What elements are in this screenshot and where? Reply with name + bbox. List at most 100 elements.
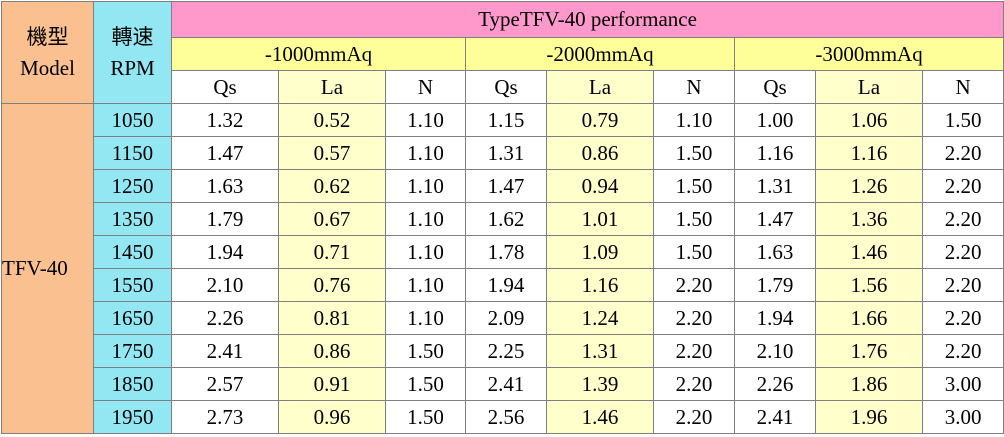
- table-row: 1850 2.57 0.91 1.50 2.41 1.39 2.20 2.26 1.86 3.00: [2, 367, 1004, 401]
- table-row: 1750 2.41 0.86 1.50 2.25 1.31 2.20 2.10 1.76 2.20: [2, 334, 1004, 368]
- title-row: 機型 Model 轉速 RPM TypeTFV-40 performance: [1, 1, 1004, 104]
- qs-value-cell: 2.73: [171, 400, 279, 434]
- qs-value-cell: 2.41: [465, 367, 547, 401]
- n-value-cell: 1.50: [653, 235, 735, 269]
- qs-value-cell: 2.09: [465, 301, 547, 335]
- qs-value-cell: 1.31: [465, 136, 547, 170]
- la-value-cell: 1.26: [815, 169, 923, 203]
- la-value-cell: 1.86: [815, 367, 923, 401]
- rpm-cell: 1450: [93, 235, 172, 269]
- rpm-cell: 1750: [93, 334, 172, 368]
- la-value-cell: 0.96: [278, 400, 386, 434]
- qs-value-cell: 2.26: [171, 301, 279, 335]
- column-header-qs: Qs: [734, 70, 816, 104]
- la-value-cell: 0.86: [278, 334, 386, 368]
- qs-value-cell: 1.15: [465, 103, 547, 137]
- la-value-cell: 0.81: [278, 301, 386, 335]
- la-value-cell: 1.46: [546, 400, 654, 434]
- qs-value-cell: 1.94: [465, 268, 547, 302]
- n-value-cell: 2.20: [653, 400, 735, 434]
- n-value-cell: 3.00: [921, 400, 1004, 434]
- qs-value-cell: 2.56: [465, 400, 547, 434]
- la-value-cell: 0.52: [278, 103, 386, 137]
- la-value-cell: 0.71: [278, 235, 386, 269]
- pressure-group-2000: -2000mmAq: [465, 37, 735, 71]
- qs-value-cell: 1.94: [171, 235, 279, 269]
- qs-value-cell: 1.78: [465, 235, 547, 269]
- column-header-qs: Qs: [465, 70, 547, 104]
- table-row: 1950 2.73 0.96 1.50 2.56 1.46 2.20 2.41 1.96 3.00: [2, 400, 1004, 434]
- qs-value-cell: 1.63: [171, 169, 279, 203]
- qs-value-cell: 1.79: [171, 202, 279, 236]
- rpm-cell: 1350: [93, 202, 172, 236]
- rpm-cell: 1150: [93, 136, 172, 170]
- column-header-n: N: [385, 70, 466, 104]
- n-value-cell: 2.20: [653, 334, 735, 368]
- n-value-cell: 1.50: [653, 136, 735, 170]
- rpm-cell: 1850: [93, 367, 172, 401]
- la-value-cell: 1.76: [815, 334, 923, 368]
- model-name-cell: TFV-40: [1, 103, 94, 434]
- column-header-la: La: [546, 70, 654, 104]
- la-value-cell: 0.91: [278, 367, 386, 401]
- n-value-cell: 1.50: [385, 334, 466, 368]
- n-value-cell: 1.10: [385, 202, 466, 236]
- rpm-cell: 1950: [93, 400, 172, 434]
- pressure-group-3000: -3000mmAq: [733, 37, 1004, 71]
- n-value-cell: 3.00: [921, 367, 1004, 401]
- qs-value-cell: 1.63: [734, 235, 816, 269]
- qs-value-cell: 2.10: [171, 268, 279, 302]
- la-value-cell: 0.67: [278, 202, 386, 236]
- la-value-cell: 0.79: [546, 103, 654, 137]
- n-value-cell: 1.50: [385, 367, 466, 401]
- qs-value-cell: 1.62: [465, 202, 547, 236]
- qs-value-cell: 1.47: [734, 202, 816, 236]
- qs-value-cell: 1.31: [734, 169, 816, 203]
- n-value-cell: 1.10: [385, 103, 466, 137]
- qs-value-cell: 1.79: [734, 268, 816, 302]
- qs-value-cell: 1.32: [171, 103, 279, 137]
- la-value-cell: 1.01: [546, 202, 654, 236]
- la-value-cell: 1.56: [815, 268, 923, 302]
- la-value-cell: 0.86: [546, 136, 654, 170]
- n-value-cell: 1.50: [653, 202, 735, 236]
- la-value-cell: 1.09: [546, 235, 654, 269]
- la-value-cell: 0.94: [546, 169, 654, 203]
- column-header-row: Qs La N Qs La N Qs La N: [2, 70, 1004, 104]
- la-value-cell: 0.62: [278, 169, 386, 203]
- qs-value-cell: 2.25: [465, 334, 547, 368]
- model-header: 機型 Model: [1, 1, 94, 104]
- qs-value-cell: 2.41: [171, 334, 279, 368]
- model-header-zh: 機型: [26, 24, 69, 49]
- la-value-cell: 1.96: [815, 400, 923, 434]
- la-value-cell: 1.39: [546, 367, 654, 401]
- table-row: 1550 2.10 0.76 1.10 1.94 1.16 2.20 1.79 1.56 2.20: [2, 268, 1004, 302]
- la-value-cell: 1.46: [815, 235, 923, 269]
- model-header-en: Model: [20, 55, 75, 80]
- qs-value-cell: 2.41: [734, 400, 816, 434]
- rpm-header-en: RPM: [110, 55, 155, 80]
- qs-value-cell: 1.47: [171, 136, 279, 170]
- qs-value-cell: 1.47: [465, 169, 547, 203]
- la-value-cell: 1.66: [815, 301, 923, 335]
- n-value-cell: 1.50: [921, 103, 1004, 137]
- la-value-cell: 0.76: [278, 268, 386, 302]
- table-row: TFV-40 1050 1.32 0.52 1.10 1.15 0.79 1.10 1.00 1.…: [1, 103, 1004, 434]
- table-row: 1350 1.79 0.67 1.10 1.62 1.01 1.50 1.47 1.36 2.20: [2, 202, 1004, 236]
- pressure-group-1000: -1000mmAq: [171, 37, 466, 71]
- qs-value-cell: 1.00: [734, 103, 816, 137]
- n-value-cell: 1.10: [385, 268, 466, 302]
- rpm-cell: 1550: [93, 268, 172, 302]
- table-row: 1450 1.94 0.71 1.10 1.78 1.09 1.50 1.63 1.46 2.20: [2, 235, 1004, 269]
- column-header-n: N: [653, 70, 735, 104]
- n-value-cell: 1.10: [653, 103, 735, 137]
- qs-value-cell: 2.26: [734, 367, 816, 401]
- qs-value-cell: 1.16: [734, 136, 816, 170]
- n-value-cell: 1.50: [653, 169, 735, 203]
- n-value-cell: 2.20: [921, 235, 1004, 269]
- la-value-cell: 1.06: [815, 103, 923, 137]
- n-value-cell: 2.20: [921, 334, 1004, 368]
- la-value-cell: 1.16: [546, 268, 654, 302]
- rpm-cell: 1050: [93, 103, 172, 137]
